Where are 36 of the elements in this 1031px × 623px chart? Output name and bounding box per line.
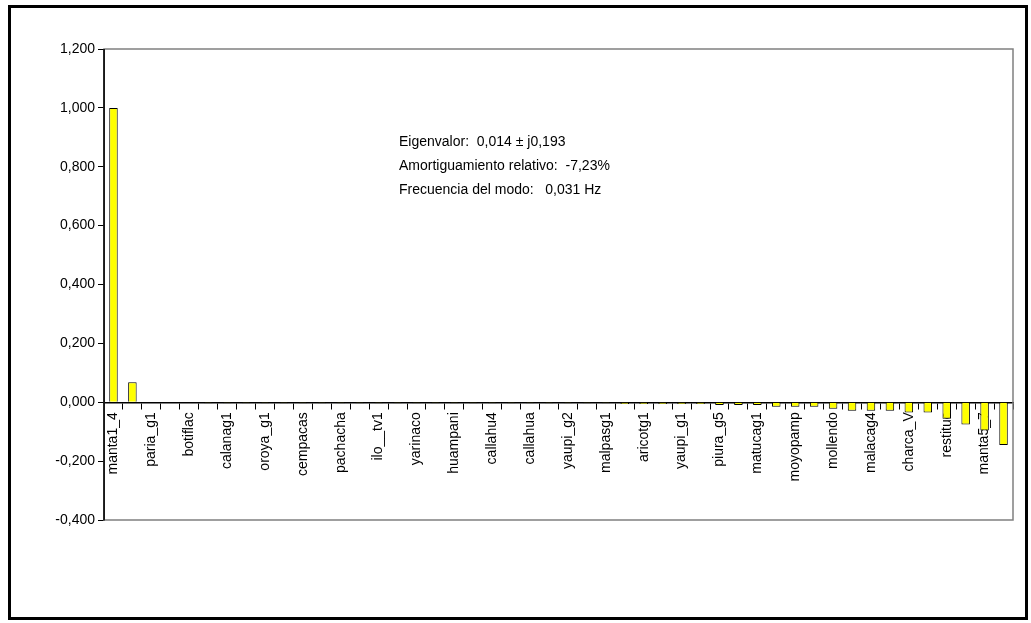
x-tick-label: oroya_g1 xyxy=(255,412,272,471)
x-tick-label: mollendo xyxy=(823,412,840,470)
x-tick-label: calanag1 xyxy=(217,412,234,470)
x-tick-label: callahua xyxy=(520,412,537,465)
x-tick-label: piura_g5 xyxy=(710,412,727,467)
x-tick-label: moyopamp xyxy=(786,412,803,482)
x-tick-label: huampani xyxy=(445,412,462,474)
x-tick-label: malacag4 xyxy=(861,412,878,473)
y-tick-label: 0,200 xyxy=(59,334,96,351)
x-tick-label: pachacha xyxy=(331,412,348,473)
y-tick-label: 0,400 xyxy=(59,275,96,292)
y-tick-label: -0,400 xyxy=(55,510,96,527)
x-tick-label: malpasg1 xyxy=(596,412,613,473)
annotation: Eigenvalor: 0,014 ± j0,193 xyxy=(399,132,566,149)
annotation: Amortiguamiento relativo: -7,23% xyxy=(399,156,610,173)
x-tick-label: yaupi_g1 xyxy=(672,412,689,470)
y-tick-label: -0,200 xyxy=(55,451,96,468)
y-tick-label: 1,200 xyxy=(59,39,96,56)
x-tick-label: aricotg1 xyxy=(634,412,651,463)
x-tick-label: ilo__tv1 xyxy=(369,412,386,461)
y-tick-label: 1,000 xyxy=(59,98,96,115)
x-tick-label: manta1_4 xyxy=(104,412,121,475)
x-tick-label: matucag1 xyxy=(748,412,765,474)
x-tick-label: yarinaco xyxy=(407,412,424,466)
x-tick-label: cempacas xyxy=(293,412,310,477)
x-tick-label: botiflac xyxy=(180,412,197,457)
x-tick-label: yaupi_g2 xyxy=(558,412,575,470)
y-tick-label: 0,600 xyxy=(59,216,96,233)
y-tick-label: 0,800 xyxy=(59,157,96,174)
y-tick-label: 0,000 xyxy=(59,393,96,410)
x-tick-label: manta5_7 xyxy=(975,412,992,475)
x-tick-label: paria_g1 xyxy=(142,412,159,467)
x-tick-label: callahu4 xyxy=(483,412,500,465)
x-tick-label: charca_V xyxy=(899,411,916,472)
annotation: Frecuencia del modo: 0,031 Hz xyxy=(399,180,602,197)
x-tick-label: restituc xyxy=(937,412,954,458)
